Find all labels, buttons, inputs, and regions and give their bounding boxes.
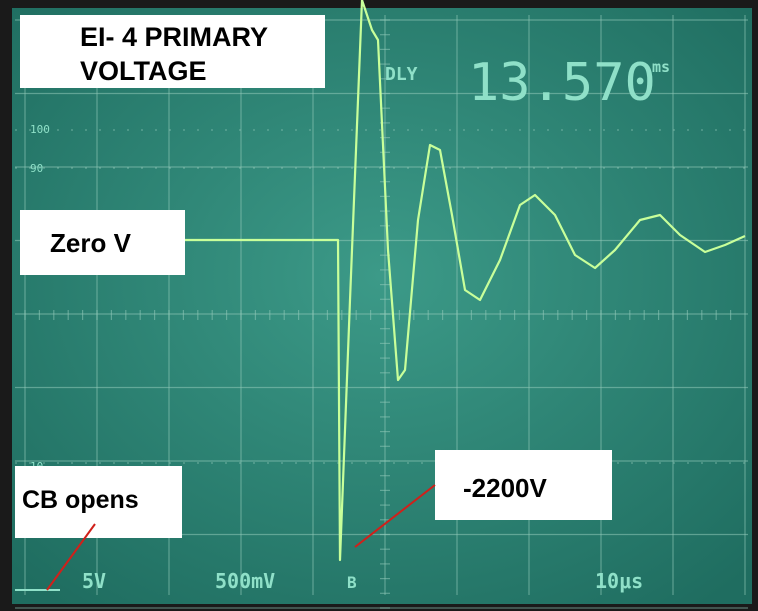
- waveform: [185, 0, 746, 562]
- label-box: [15, 466, 182, 538]
- title-line: EI- 4 PRIMARY: [80, 22, 268, 52]
- setting: 5V: [82, 569, 106, 593]
- scale-mark: 90: [30, 162, 43, 175]
- setting: 500mV: [215, 569, 275, 593]
- setting: B: [347, 573, 357, 592]
- readout-mode: DLY: [385, 64, 418, 85]
- setting: 10μs: [595, 569, 643, 593]
- readout-unit: ms: [652, 58, 670, 76]
- pointer: [46, 523, 96, 591]
- label-box: [20, 210, 185, 275]
- scale-mark: 100: [30, 123, 50, 136]
- title-line: VOLTAGE: [80, 56, 207, 86]
- title-box: [20, 15, 325, 88]
- zero-label: Zero V: [50, 228, 132, 258]
- label-box: [435, 450, 612, 520]
- peak-label: -2200V: [463, 473, 547, 503]
- cb-label: CB opens: [22, 486, 139, 514]
- readout-time: 13.570: [468, 53, 656, 113]
- pointer: [354, 484, 436, 548]
